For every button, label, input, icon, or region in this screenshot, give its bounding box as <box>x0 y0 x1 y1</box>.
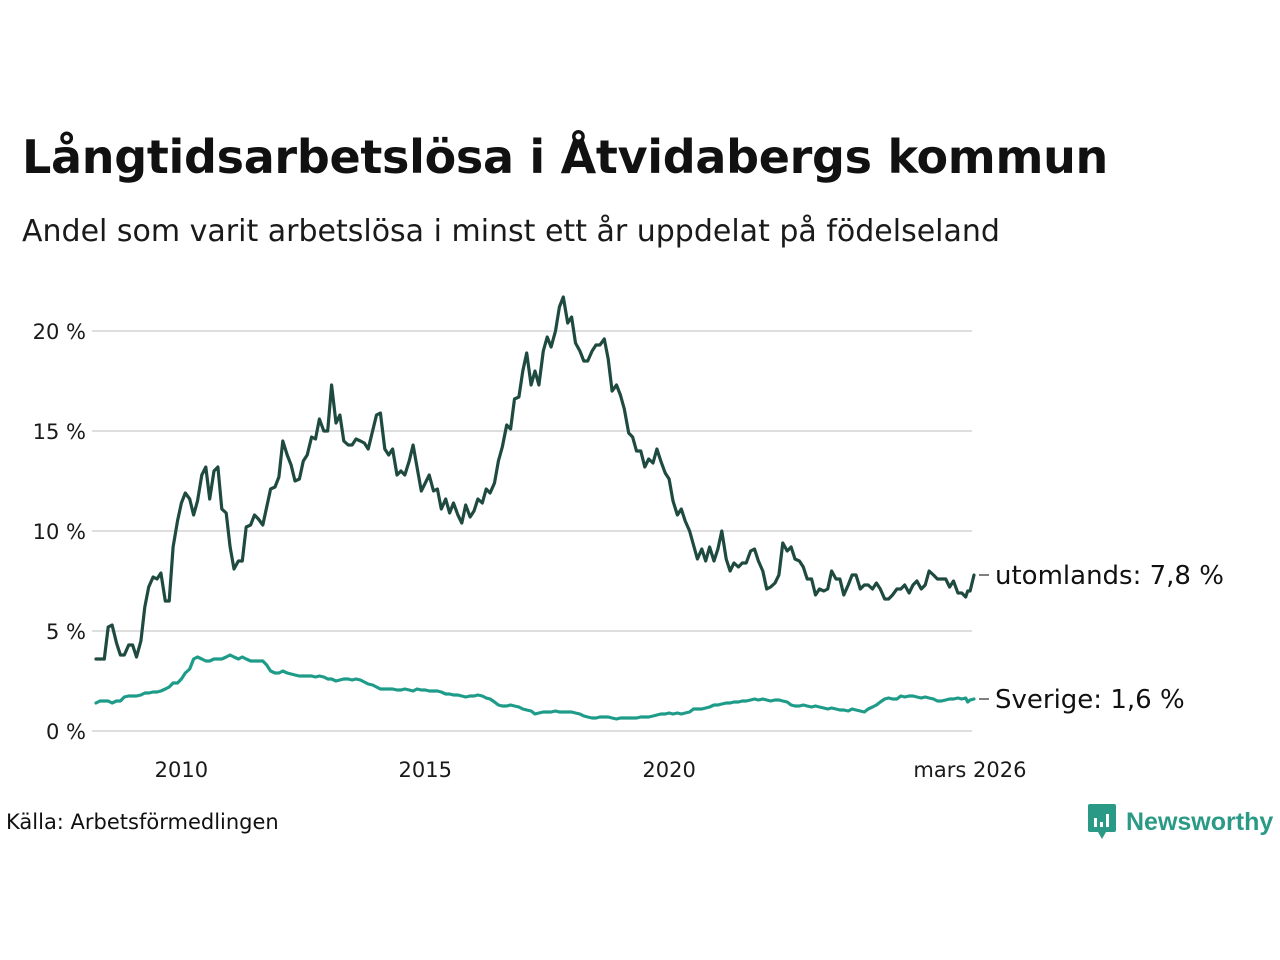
x-tick-label: 2020 <box>642 758 695 782</box>
y-tick-label: 0 % <box>46 720 86 744</box>
y-tick-label: 10 % <box>33 520 86 544</box>
end-label-utomlands: utomlands: 7,8 % <box>995 561 1224 591</box>
end-label-sverige: Sverige: 1,6 % <box>995 685 1185 715</box>
grid-lines <box>92 330 972 732</box>
x-axis-ticks: 2010 2015 2020 mars 2026 <box>155 758 1027 782</box>
y-tick-label: 5 % <box>46 620 86 644</box>
y-axis-ticks: 0 % 5 % 10 % 15 % 20 % <box>33 320 86 744</box>
newsworthy-logo: Newsworthy <box>1088 804 1273 840</box>
y-tick-label: 20 % <box>33 320 86 344</box>
page-title: Långtidsarbetslösa i Åtvidabergs kommun <box>22 130 1108 184</box>
x-tick-label: 2010 <box>155 758 208 782</box>
y-tick-label: 15 % <box>33 420 86 444</box>
series-lines <box>94 295 976 721</box>
newsworthy-icon <box>1088 804 1116 839</box>
x-tick-label: mars 2026 <box>913 758 1026 782</box>
brand-name: Newsworthy <box>1126 807 1274 836</box>
end-labels: utomlands: 7,8 % Sverige: 1,6 % <box>979 561 1224 715</box>
x-tick-label: 2015 <box>399 758 452 782</box>
series-line-utomlands <box>94 295 976 661</box>
series-line-sverige <box>94 653 976 721</box>
source-note: Källa: Arbetsförmedlingen <box>6 810 279 834</box>
page-subtitle: Andel som varit arbetslösa i minst ett å… <box>22 214 1000 249</box>
